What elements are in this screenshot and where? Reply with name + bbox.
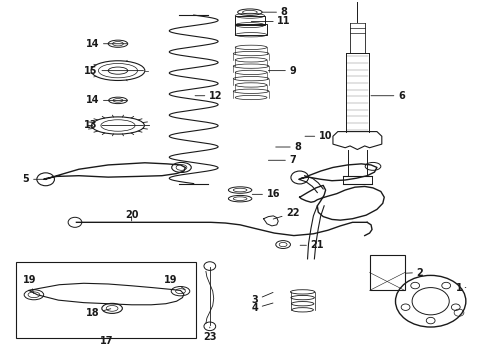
Text: 3: 3 [251,292,273,305]
Text: 22: 22 [273,208,299,219]
Text: 1: 1 [456,283,466,293]
Text: 8: 8 [262,7,288,17]
Text: 9: 9 [269,66,296,76]
Text: 4: 4 [251,303,273,314]
Text: 16: 16 [252,189,280,199]
Text: 8: 8 [276,142,301,152]
Text: 5: 5 [23,174,44,184]
Text: 2: 2 [406,267,423,278]
Text: 15: 15 [84,66,144,76]
Text: 17: 17 [99,336,113,346]
Text: 12: 12 [195,91,222,101]
Text: 18: 18 [86,309,111,318]
Text: 7: 7 [269,155,296,165]
Text: 14: 14 [86,95,127,105]
Bar [235,16,265,25]
Text: 10: 10 [305,131,332,141]
Bar [16,262,196,338]
Text: 6: 6 [371,91,405,101]
Text: 14: 14 [86,39,127,49]
Bar [369,255,405,291]
Text: 20: 20 [125,210,138,221]
Text: 13: 13 [84,121,144,130]
Text: 11: 11 [251,17,291,27]
Text: 21: 21 [300,240,324,250]
Text: 19: 19 [23,275,37,293]
Bar [235,24,267,35]
Text: 23: 23 [203,327,217,342]
Text: 19: 19 [164,275,185,290]
